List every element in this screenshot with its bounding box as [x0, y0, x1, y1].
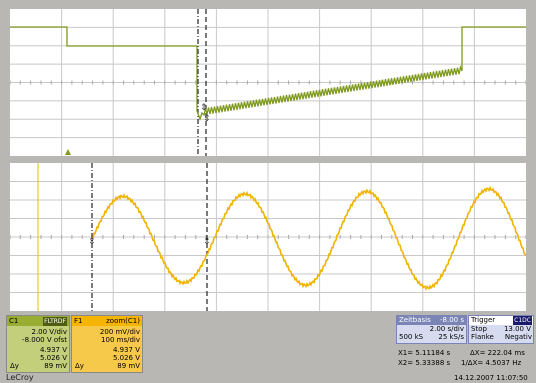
lower-trace-panel: ⇕ ⇕	[10, 163, 526, 311]
c1-offset: -8.000 V ofst	[22, 336, 67, 344]
cursor-inv-dx: 1/ΔX= 4.5037 Hz	[461, 359, 522, 367]
c1-tag: FLTRDF	[43, 317, 67, 326]
f1-info-box[interactable]: F1 zoom(C1) 200 mV/div 100 ms/div 4.937 …	[71, 315, 143, 373]
upper-trace-panel: ⇕ ⇕	[10, 9, 526, 156]
timebase-value: -8.00 s	[440, 316, 464, 324]
trigger-slope: Negativ	[504, 333, 532, 341]
trigger-label: Trigger	[471, 316, 496, 324]
f1-header	[72, 316, 142, 326]
c1-trace	[10, 26, 526, 121]
timebase-rate: 25 kS/s	[438, 333, 464, 341]
trigger-mode: Stop	[471, 325, 487, 333]
f1-body	[72, 326, 142, 372]
lower-trace-svg: ⇕ ⇕	[10, 163, 526, 311]
timebase-header	[397, 316, 466, 325]
timebase-samples: 500 kS	[399, 333, 424, 341]
c1-vdiv: 2.00 V/div	[31, 328, 68, 336]
f1-trace	[91, 185, 526, 291]
f1-delta-value: 89 mV	[117, 362, 140, 370]
timebase-box[interactable]: Zeitbasis -8.00 s 2.00 s/div 500 kS 25 k…	[396, 315, 467, 344]
timebase-label: Zeitbasis	[399, 316, 431, 324]
upper-trace-svg: ⇕⇕	[10, 9, 526, 156]
trigger-header	[469, 316, 533, 325]
timestamp: 14.12.2007 11:07:50	[454, 374, 528, 382]
cursor-x2-marker: ⇕	[203, 114, 211, 124]
c1-x1-value: 4.937 V	[39, 346, 67, 354]
c1-delta-value: 89 mV	[44, 362, 67, 370]
zoom-cursor-x2-marker: ⇕	[203, 237, 211, 247]
f1-tag: zoom(C1)	[106, 317, 140, 325]
timebase-sdiv: 2.00 s/div	[429, 325, 464, 333]
c1-name: C1	[9, 317, 19, 325]
f1-x2-value: 5.026 V	[112, 354, 140, 362]
trigger-edge: Flanke	[471, 333, 494, 341]
f1-delta-label: Δy	[75, 362, 84, 370]
cursor-x1-marker: ⇕	[200, 103, 208, 113]
f1-tdiv: 100 ms/div	[101, 336, 140, 344]
trigger-source: C1DC	[513, 316, 532, 325]
brand-logo: LeCroy	[6, 373, 34, 382]
c1-header	[7, 316, 69, 326]
f1-x1-value: 4.937 V	[112, 346, 140, 354]
trigger-level: 13.00 V	[503, 325, 531, 333]
c1-info-box[interactable]: C1 FLTRDF 2.00 V/div -8.000 V ofst 4.937…	[6, 315, 70, 373]
cursor-x1: X1= 5.11184 s	[398, 349, 451, 357]
c1-x2-value: 5.026 V	[39, 354, 67, 362]
cursor-dx: ΔX= 222.04 ms	[470, 349, 525, 357]
zoom-cursor-x1-marker: ⇕	[88, 237, 96, 247]
c1-delta-label: Δy	[10, 362, 19, 370]
f1-vdiv: 200 mV/div	[99, 328, 140, 336]
f1-name: F1	[74, 317, 83, 325]
trigger-position-marker	[65, 149, 71, 155]
cursor-x2: X2= 5.33388 s	[398, 359, 451, 367]
c1-body	[7, 326, 69, 372]
trigger-box[interactable]: Trigger C1DC Stop 13.00 V Flanke Negativ	[468, 315, 534, 344]
